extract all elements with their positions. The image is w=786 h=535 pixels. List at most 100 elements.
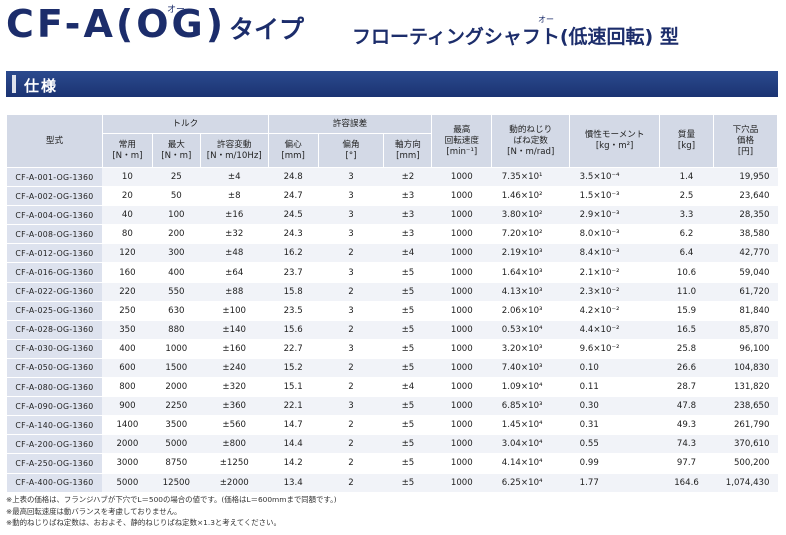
header-inertia: 慣性モーメント [kg・m²]: [569, 114, 661, 168]
cell-model: CF-A-001-OG-1360: [6, 167, 103, 188]
cell-price: 81,840: [713, 301, 778, 321]
cell-torsional-stiffness: 2.06×10³: [491, 301, 570, 321]
cell-offset: 15.2: [268, 358, 319, 379]
footnote: ※動的ねじりばね定数は、おおよそ、静的ねじりばね定数×1.3と考えてください。: [6, 518, 281, 527]
cell-angle: 2: [318, 243, 384, 264]
cell-max-speed: 1000: [431, 453, 492, 474]
cell-torque-max: 550: [152, 282, 201, 302]
table-row: CF-A-025-OG-1360 250 630 ±100 23.5 3 ±5 1000 2.0…: [6, 301, 778, 321]
cell-torque-variation: ±48: [200, 243, 269, 264]
cell-inertia: 2.3×10⁻²: [569, 282, 660, 302]
footnote: ※最高回転速度は動バランスを考慮しておりません。: [6, 506, 182, 516]
footnotes: ※上表の価格は、フランジハブが下穴でL＝500の場合の値です。(価格はL＝600…: [6, 494, 337, 529]
spec-section-bar: 仕様: [6, 71, 778, 97]
header-misalign-group: 許容誤差: [267, 114, 433, 134]
cell-torque-max: 1000: [152, 339, 201, 359]
cell-torque-max: 2250: [152, 396, 201, 417]
cell-torque-variation: ±800: [200, 434, 269, 455]
cell-price: 42,770: [713, 243, 778, 264]
cell-torque-variation: ±8: [200, 186, 269, 207]
cell-max-speed: 1000: [431, 167, 492, 188]
cell-max-speed: 1000: [431, 396, 492, 417]
cell-price: 38,580: [713, 224, 778, 245]
cell-torque-max: 3500: [152, 415, 201, 436]
cell-torque-max: 300: [152, 243, 201, 264]
table-row: CF-A-004-OG-1360 40 100 ±16 24.5 3 ±3 1000 3.80×…: [6, 205, 778, 226]
cell-torque-variation: ±88: [200, 282, 269, 302]
table-row: CF-A-022-OG-1360 220 550 ±88 15.8 2 ±5 1000 4.13…: [6, 282, 778, 302]
cell-torque-rated: 3000: [102, 453, 153, 474]
cell-axial: ±5: [383, 453, 432, 474]
cell-torque-rated: 120: [102, 243, 153, 264]
cell-torque-variation: ±32: [200, 224, 269, 245]
cell-mass: 74.3: [659, 434, 714, 455]
cell-torque-variation: ±64: [200, 262, 269, 283]
cell-mass: 49.3: [659, 415, 714, 436]
cell-max-speed: 1000: [431, 243, 492, 264]
cell-price: 1,074,430: [713, 473, 778, 493]
cell-angle: 3: [318, 339, 384, 359]
cell-axial: ±5: [383, 396, 432, 417]
cell-price: 28,350: [713, 205, 778, 226]
header-torque-variation: 許容変動 [N・m/10Hz]: [199, 133, 269, 168]
cell-torque-rated: 220: [102, 282, 153, 302]
cell-inertia: 0.30: [569, 396, 660, 417]
cell-offset: 14.4: [268, 434, 319, 455]
cell-price: 370,610: [713, 434, 778, 455]
cell-axial: ±5: [383, 473, 432, 493]
cell-torsional-stiffness: 7.35×10¹: [491, 167, 570, 188]
table-row: CF-A-002-OG-1360 20 50 ±8 24.7 3 ±3 1000 1.46×10…: [6, 186, 778, 207]
cell-offset: 23.5: [268, 301, 319, 321]
cell-torsional-stiffness: 1.45×10⁴: [491, 415, 570, 436]
cell-inertia: 8.0×10⁻³: [569, 224, 660, 245]
cell-torque-variation: ±160: [200, 339, 269, 359]
cell-model: CF-A-400-OG-1360: [6, 473, 103, 493]
cell-axial: ±5: [383, 434, 432, 455]
cell-torque-max: 400: [152, 262, 201, 283]
cell-max-speed: 1000: [431, 301, 492, 321]
cell-offset: 13.4: [268, 473, 319, 493]
cell-offset: 23.7: [268, 262, 319, 283]
cell-torsional-stiffness: 1.09×10⁴: [491, 377, 570, 398]
cell-max-speed: 1000: [431, 186, 492, 207]
cell-angle: 3: [318, 167, 384, 188]
cell-price: 85,870: [713, 320, 778, 340]
cell-torque-variation: ±320: [200, 377, 269, 398]
header-max-speed: 最高 回転速度 [min⁻¹]: [431, 114, 493, 168]
spec-table-body: CF-A-001-OG-1360 10 25 ±4 24.8 3 ±2 1000 7.35×10…: [6, 167, 778, 493]
section-accent: [12, 75, 16, 93]
table-row: CF-A-140-OG-1360 1400 3500 ±560 14.7 2 ±5 1000 1…: [6, 415, 778, 436]
cell-angle: 2: [318, 320, 384, 340]
cell-mass: 10.6: [659, 262, 714, 283]
cell-torsional-stiffness: 7.20×10²: [491, 224, 570, 245]
header-torque-group: トルク: [101, 114, 269, 134]
cell-inertia: 0.99: [569, 453, 660, 474]
cell-max-speed: 1000: [431, 358, 492, 379]
cell-inertia: 4.2×10⁻²: [569, 301, 660, 321]
cell-torsional-stiffness: 2.19×10³: [491, 243, 570, 264]
cell-axial: ±4: [383, 243, 432, 264]
table-row: CF-A-050-OG-1360 600 1500 ±240 15.2 2 ±5 1000 7.…: [6, 358, 778, 379]
cell-model: CF-A-250-OG-1360: [6, 453, 103, 474]
footnote: ※上表の価格は、フランジハブが下穴でL＝500の場合の値です。(価格はL＝600…: [6, 495, 337, 504]
cell-axial: ±5: [383, 339, 432, 359]
cell-torque-rated: 40: [102, 205, 153, 226]
cell-angle: 3: [318, 205, 384, 226]
cell-mass: 2.5: [659, 186, 714, 207]
cell-torque-max: 1500: [152, 358, 201, 379]
cell-torque-rated: 20: [102, 186, 153, 207]
cell-model: CF-A-050-OG-1360: [6, 358, 103, 379]
header-mass: 質量 [kg]: [659, 114, 714, 168]
cell-max-speed: 1000: [431, 320, 492, 340]
cell-mass: 26.6: [659, 358, 714, 379]
cell-model: CF-A-030-OG-1360: [6, 339, 103, 359]
cell-max-speed: 1000: [431, 339, 492, 359]
cell-torsional-stiffness: 4.14×10⁴: [491, 453, 570, 474]
cell-inertia: 0.55: [569, 434, 660, 455]
table-row: CF-A-028-OG-1360 350 880 ±140 15.6 2 ±5 1000 0.5…: [6, 320, 778, 340]
cell-torque-max: 25: [152, 167, 201, 188]
cell-torque-max: 2000: [152, 377, 201, 398]
cell-mass: 11.0: [659, 282, 714, 302]
og-ruby-text: オー: [167, 5, 186, 15]
cell-torque-rated: 350: [102, 320, 153, 340]
